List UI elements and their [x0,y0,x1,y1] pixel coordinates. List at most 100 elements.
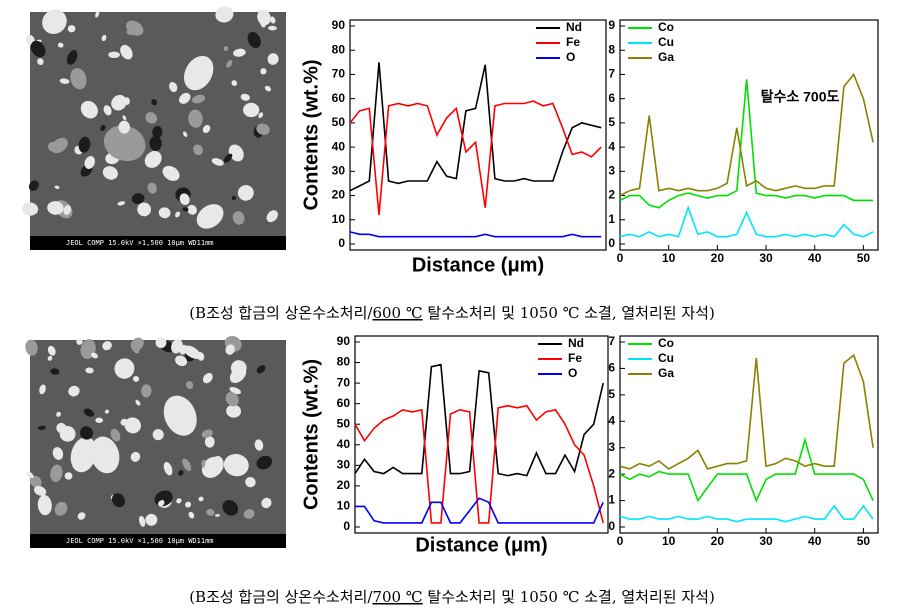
grain [247,31,261,49]
x-tick-label: 30 [759,534,773,548]
plot-frame [619,19,879,251]
grain [147,182,157,194]
caption: (B조성 합금의 상온수소처리/600 ℃ 탈수소처리 및 1050 ℃ 소결,… [189,304,715,322]
grain [215,514,220,517]
grain [202,124,211,134]
y-tick-label: 3 [608,440,615,454]
grain [188,109,203,128]
grain [202,372,213,384]
grain [84,156,95,169]
grain [67,25,76,33]
x-tick-label: 10 [662,251,676,265]
grain [34,486,47,496]
grain [183,55,214,91]
legend-label: O [566,50,575,64]
grain [56,411,61,417]
y-tick-label: 0 [343,519,350,533]
grain [201,459,206,468]
grain [145,112,158,124]
x-tick-label: 20 [711,251,725,265]
legend-label: Cu [658,35,674,49]
grain [175,211,181,218]
grain [233,48,246,57]
grain [178,469,184,476]
y-axis-label: Contents (wt.%) [300,359,322,510]
y-tick-label: 5 [608,387,615,401]
grain [256,123,270,135]
caption-text: 탈수소처리 및 1050 ℃ 소결, 열처리된 자석) [423,588,715,606]
grain [104,409,109,414]
y-tick-label: 90 [332,18,346,32]
y-tick-label: 40 [337,437,351,451]
grain [226,404,242,418]
grain [256,365,266,374]
grain [171,339,183,354]
grain [163,461,173,476]
grain [85,367,94,374]
grain [59,78,70,84]
series-line [619,205,874,238]
legend-label: Nd [568,336,584,350]
x-axis-label: Distance (μm) [415,534,547,556]
grain [191,94,206,104]
grain [51,137,68,154]
grain [30,40,46,58]
grain [231,196,237,201]
grain [260,68,267,75]
grain [47,345,56,356]
y-tick-label: 4 [608,413,615,427]
series-line [349,100,602,215]
grain [264,85,272,92]
grain [137,202,152,217]
grain [117,201,126,206]
x-tick-label: 0 [617,251,624,265]
grain [47,355,53,361]
y-tick-label: 0 [608,519,615,533]
y-tick-label: 0 [338,236,345,250]
grain [42,9,67,35]
grain [63,205,71,215]
grain [64,472,73,480]
grain [226,60,233,68]
grain [188,511,195,519]
sem-info: JEOL COMP 15.0kV ×1,500 10μm WD11mm [66,239,214,247]
y-tick-label: 30 [332,164,346,178]
y-tick-label: 7 [608,67,615,81]
grain [240,93,250,101]
grain [133,376,140,382]
x-tick-label: 20 [711,534,725,548]
grain [261,497,272,509]
grain [28,180,39,191]
grain [126,28,136,35]
caption-text: (B조성 합금의 상온수소처리/ [189,304,373,322]
grain [70,68,87,90]
grain [100,124,106,131]
series-line [619,353,874,470]
grain [114,358,135,379]
grain [152,429,164,441]
grain [123,97,130,106]
grain [228,144,244,162]
caption-text: 탈수소처리 및 1050 ℃ 소결, 열처리된 자석) [423,304,715,322]
grain [83,408,95,417]
grain [26,471,34,479]
legend-label: Ga [658,366,674,380]
grain [102,166,118,180]
grain [50,464,63,482]
y-tick-label: 40 [332,139,346,153]
grain [47,201,64,215]
grain [185,501,192,508]
x-tick-label: 50 [857,251,871,265]
y-tick-label: 90 [337,334,351,348]
grain [158,207,171,219]
x-axis-label: Distance (μm) [412,254,544,276]
grain [179,92,191,104]
grain [186,380,194,389]
grain [254,439,264,451]
y-tick-label: 7 [608,334,615,348]
grain [50,368,60,375]
y-tick-label: 5 [608,115,615,129]
grain [176,498,182,504]
series-line [349,231,602,238]
